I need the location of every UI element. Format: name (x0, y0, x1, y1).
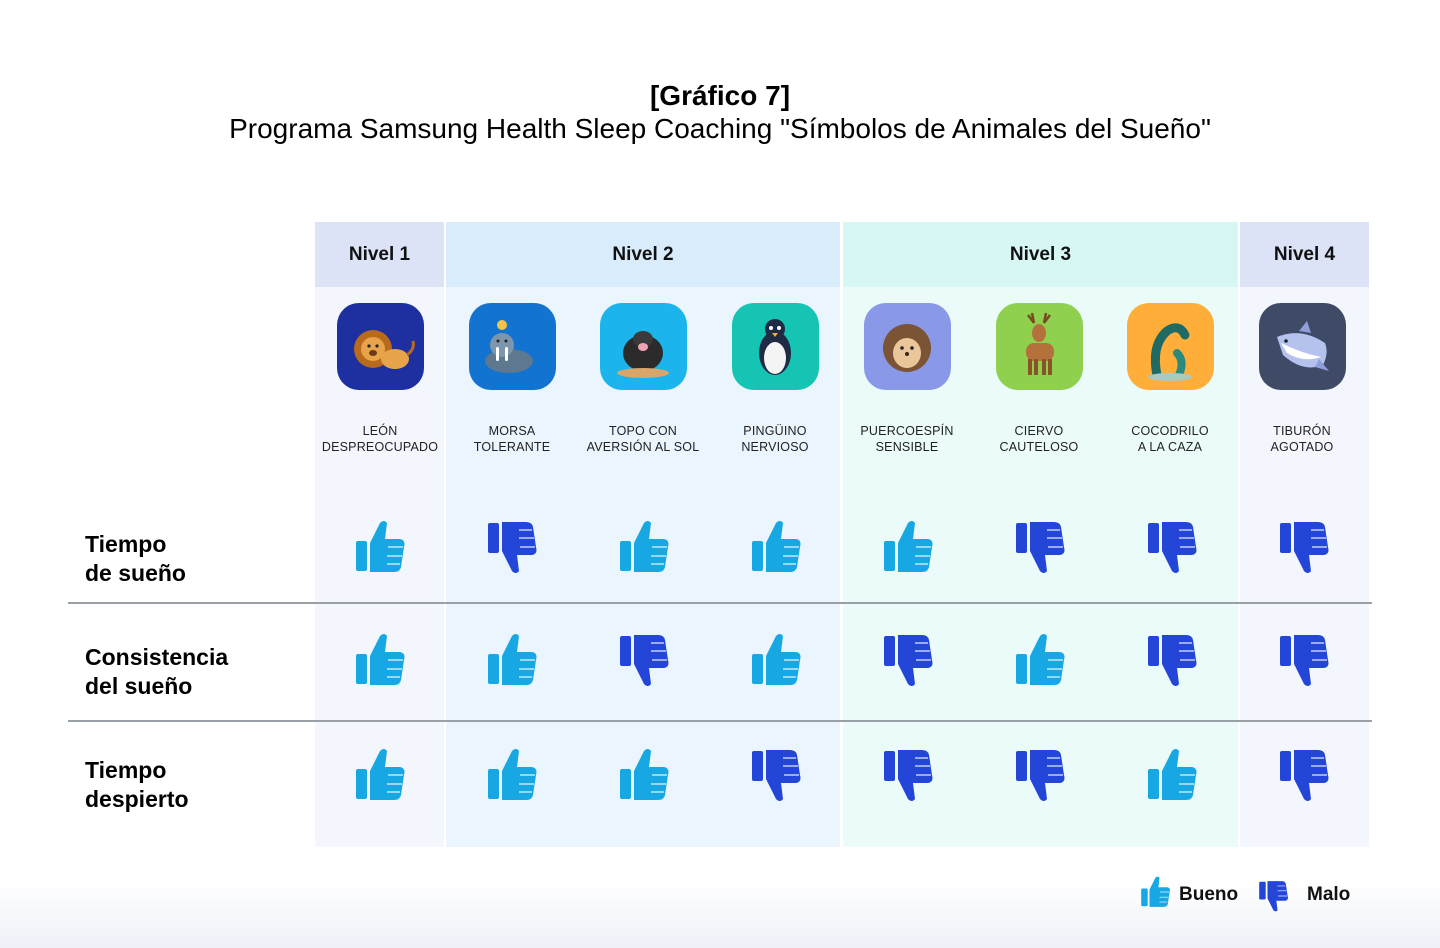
thumbs-up-icon (750, 630, 804, 690)
thumbs-down-icon (1146, 630, 1200, 690)
thumbs-up-icon (618, 745, 672, 805)
row-label-line2: del sueño (85, 673, 193, 699)
animal-name-line1: TOPO CON (608, 424, 678, 438)
thumbs-down-icon (1278, 517, 1332, 577)
chart-subtitle: Programa Samsung Health Sleep Coaching "… (229, 113, 1211, 144)
animal-name-line2: SENSIBLE (875, 440, 939, 454)
thumbs-down-icon (486, 517, 540, 577)
animal-name-line2: AGOTADO (1270, 440, 1334, 454)
row-label-awake-time: Tiempo despierto (85, 756, 305, 814)
level-1-header: Nivel 1 (315, 222, 444, 287)
thumbs-up-icon (354, 630, 408, 690)
thumbs-down-icon (1278, 630, 1332, 690)
legend-bad-label: Malo (1307, 884, 1351, 905)
animal-name-line1: MORSA (488, 424, 536, 438)
level-2-header: Nivel 2 (446, 222, 840, 287)
thumbs-up-icon (618, 517, 672, 577)
animal-name-line1: TIBURÓN (1273, 424, 1331, 438)
row-divider (68, 720, 1372, 722)
row-divider (68, 602, 1372, 604)
legend: Bueno Malo (1140, 872, 1380, 912)
thumbs-up-icon (354, 517, 408, 577)
animal-name-line2: AVERSIÓN AL SOL (586, 440, 700, 454)
lion-icon (337, 303, 424, 390)
animal-name-line2: TOLERANTE (473, 440, 551, 454)
thumbs-up-icon (1146, 745, 1200, 805)
crocodile-icon (1127, 303, 1214, 390)
thumbs-up-icon (486, 745, 540, 805)
animal-name-line1: COCODRILO (1131, 424, 1209, 438)
thumbs-down-icon (882, 745, 936, 805)
shark-icon (1259, 303, 1346, 390)
animal-name-line2: DESPREOCUPADO (321, 440, 439, 454)
row-label-line1: Consistencia (85, 644, 229, 670)
thumbs-up-icon (1140, 874, 1172, 910)
thumbs-up-icon (882, 517, 936, 577)
row-label-sleep-time: Tiempo de sueño (85, 530, 305, 588)
animal-name-line1: PINGÜINO (743, 424, 807, 438)
chart-title: [Gráfico 7] (649, 80, 791, 111)
animal-name-line2: NERVIOSO (741, 440, 809, 454)
penguin-icon (732, 303, 819, 390)
animal-name-line2: CAUTELOSO (999, 440, 1079, 454)
thumbs-up-icon (354, 745, 408, 805)
thumbs-down-icon (750, 745, 804, 805)
thumbs-up-icon (750, 517, 804, 577)
row-label-line2: de sueño (85, 560, 186, 586)
row-label-line1: Tiempo (85, 531, 167, 557)
legend-good-label: Bueno (1179, 884, 1239, 905)
thumbs-down-icon (618, 630, 672, 690)
thumbs-down-icon (1146, 517, 1200, 577)
walrus-icon (469, 303, 556, 390)
animal-name-line1: CIERVO (1014, 424, 1064, 438)
thumbs-down-icon (1258, 878, 1290, 914)
row-label-sleep-consistency: Consistencia del sueño (85, 643, 305, 701)
thumbs-down-icon (1278, 745, 1332, 805)
thumbs-up-icon (486, 630, 540, 690)
row-label-line2: despierto (85, 786, 189, 812)
thumbs-down-icon (882, 630, 936, 690)
level-4-header: Nivel 4 (1240, 222, 1369, 287)
animal-name-line2: A LA CAZA (1137, 440, 1203, 454)
level-3-header: Nivel 3 (843, 222, 1238, 287)
thumbs-down-icon (1014, 517, 1068, 577)
thumbs-down-icon (1014, 745, 1068, 805)
hedgehog-icon (864, 303, 951, 390)
mole-icon (600, 303, 687, 390)
deer-icon (996, 303, 1083, 390)
thumbs-up-icon (1014, 630, 1068, 690)
animal-name-line1: PUERCOESPÍN (860, 424, 954, 438)
animal-name-line1: LEÓN (362, 424, 398, 438)
row-label-line1: Tiempo (85, 757, 167, 783)
